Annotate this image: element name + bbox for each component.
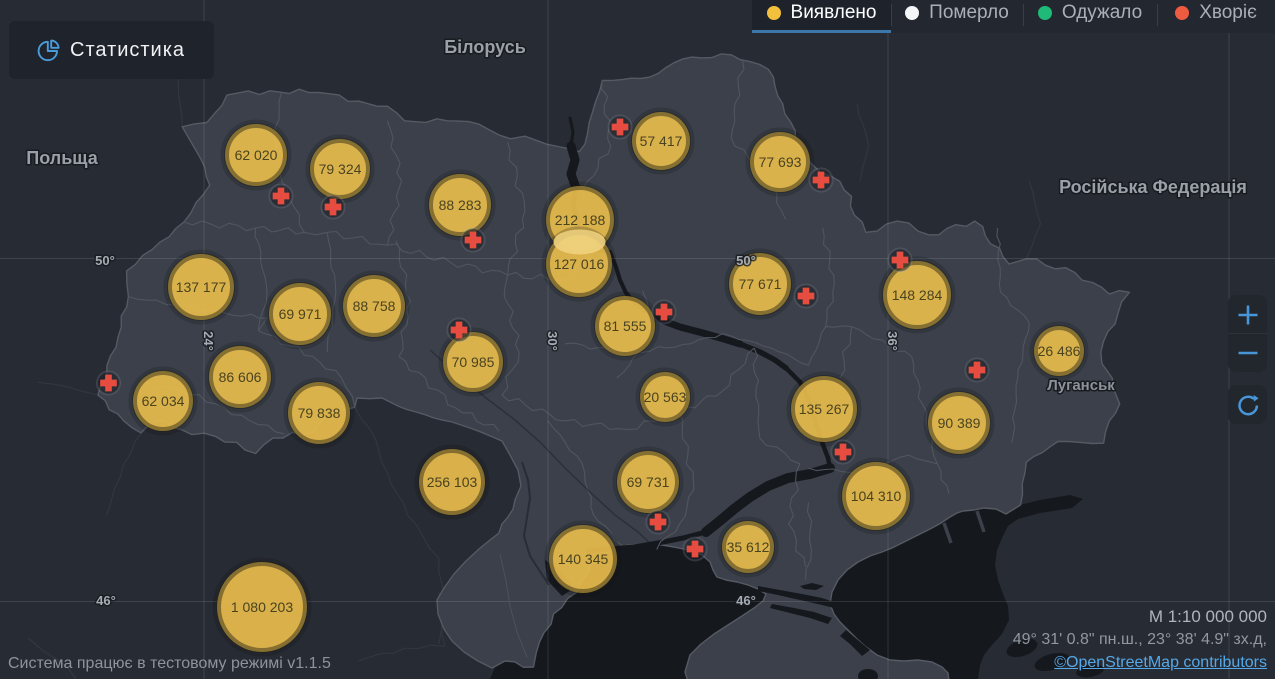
svg-text:86 606: 86 606 <box>219 369 262 385</box>
svg-text:69 731: 69 731 <box>627 474 670 490</box>
svg-text:Російська Федерація: Російська Федерація <box>1059 177 1247 197</box>
svg-text:88 758: 88 758 <box>353 298 396 314</box>
svg-text:Польща: Польща <box>26 148 98 168</box>
svg-text:20 563: 20 563 <box>644 389 687 405</box>
svg-text:90 389: 90 389 <box>938 415 981 431</box>
svg-text:57 417: 57 417 <box>640 133 683 149</box>
svg-text:212 188: 212 188 <box>555 212 606 228</box>
svg-text:30°: 30° <box>545 331 560 351</box>
svg-text:137 177: 137 177 <box>176 279 227 295</box>
svg-text:79 838: 79 838 <box>298 405 341 421</box>
svg-text:70 985: 70 985 <box>452 354 495 370</box>
svg-text:77 693: 77 693 <box>759 154 802 170</box>
svg-text:77 671: 77 671 <box>739 276 782 292</box>
svg-text:24°: 24° <box>201 331 216 351</box>
svg-text:1 080 203: 1 080 203 <box>231 599 293 615</box>
svg-text:88 283: 88 283 <box>439 197 482 213</box>
svg-text:81 555: 81 555 <box>604 318 647 334</box>
svg-text:Білорусь: Білорусь <box>444 37 526 57</box>
svg-text:104 310: 104 310 <box>851 488 902 504</box>
svg-text:50°: 50° <box>736 253 756 268</box>
svg-text:62 020: 62 020 <box>235 147 278 163</box>
svg-text:46°: 46° <box>736 593 756 608</box>
svg-text:36°: 36° <box>885 331 900 351</box>
svg-text:69 971: 69 971 <box>279 306 322 322</box>
svg-text:62 034: 62 034 <box>142 393 185 409</box>
svg-text:50°: 50° <box>95 253 115 268</box>
svg-text:140 345: 140 345 <box>558 551 609 567</box>
svg-text:26 486: 26 486 <box>1038 343 1081 359</box>
svg-text:127 016: 127 016 <box>554 256 605 272</box>
svg-text:Луганськ: Луганськ <box>1047 377 1115 394</box>
svg-text:135 267: 135 267 <box>799 401 850 417</box>
svg-text:46°: 46° <box>96 593 116 608</box>
svg-text:79 324: 79 324 <box>319 161 362 177</box>
svg-text:35 612: 35 612 <box>727 539 770 555</box>
svg-text:148 284: 148 284 <box>892 287 943 303</box>
svg-text:256 103: 256 103 <box>427 474 478 490</box>
